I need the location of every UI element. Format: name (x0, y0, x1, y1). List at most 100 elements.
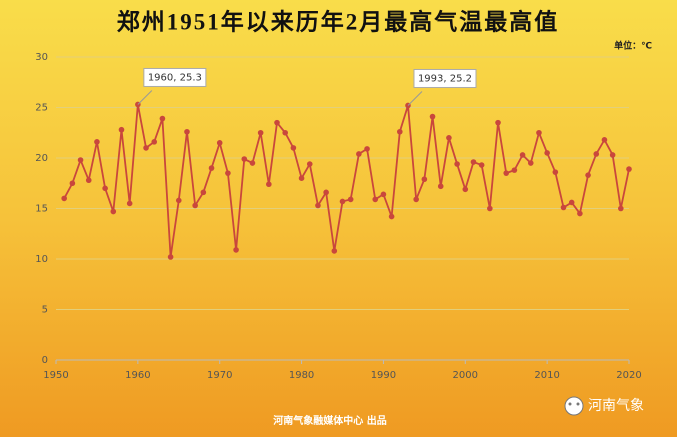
point (364, 146, 370, 152)
y-tick-label: 25 (35, 103, 48, 114)
point (446, 135, 452, 141)
point (478, 162, 485, 168)
series-line (63, 104, 630, 258)
x-tick-label: 1950 (43, 370, 68, 381)
point (266, 181, 272, 188)
x-tick-label: 1990 (371, 370, 396, 381)
annotation: 1993, 25.2 (407, 68, 477, 106)
point (126, 200, 133, 207)
point (577, 210, 583, 217)
logo-dot (576, 402, 580, 406)
point (429, 113, 436, 120)
annotation-box (143, 67, 207, 87)
point (225, 170, 231, 176)
point (585, 172, 591, 178)
point (372, 196, 379, 203)
point (560, 204, 567, 211)
point (397, 128, 403, 135)
point (519, 152, 526, 158)
y-tick-label: 20 (35, 153, 48, 164)
point (462, 186, 469, 193)
point (233, 247, 239, 253)
x-tick-label: 1960 (125, 370, 150, 381)
point (184, 128, 190, 135)
logo-dot (568, 402, 572, 406)
point (77, 157, 84, 163)
logo: 河南气象 (564, 396, 644, 416)
point (257, 129, 264, 136)
point (208, 165, 215, 171)
point (118, 126, 125, 133)
point (69, 180, 76, 187)
x-tick-label: 1980 (289, 370, 314, 381)
point (315, 202, 321, 209)
point (110, 208, 117, 215)
chart-title: 郑州1951年以来历年2月最高气温最高值 (117, 8, 560, 34)
y-tick-label: 15 (35, 204, 48, 215)
point (61, 195, 67, 202)
point (290, 145, 297, 151)
point (175, 197, 182, 204)
point (216, 140, 223, 146)
x-tick-label: 2020 (616, 370, 641, 381)
point (380, 191, 387, 198)
point (192, 202, 198, 209)
x-tick-label: 2010 (534, 370, 559, 381)
point (511, 167, 518, 173)
point (593, 151, 600, 157)
annotation: 1960, 25.3 (137, 67, 207, 105)
y-tick-label: 0 (42, 355, 48, 366)
point (356, 151, 362, 157)
logo-text: 河南气象 (588, 398, 644, 414)
point (388, 213, 395, 220)
point (249, 160, 256, 166)
point (94, 139, 100, 145)
point (609, 152, 616, 158)
annotation-label: 1960, 25.3 (148, 72, 202, 83)
point (151, 139, 158, 145)
annotation-box (413, 68, 477, 88)
point (495, 119, 501, 126)
point (347, 196, 354, 203)
point (503, 170, 510, 176)
point (143, 145, 149, 151)
point (331, 248, 338, 254)
point (323, 189, 329, 196)
unit-label: 单位：℃ (614, 40, 652, 52)
point (536, 129, 542, 136)
y-tick-label: 5 (42, 305, 48, 316)
annotation-label: 1993, 25.2 (418, 73, 472, 84)
point (421, 176, 428, 183)
point (200, 189, 207, 196)
point (470, 159, 477, 165)
point (282, 129, 289, 136)
footer: 河南气象融媒体中心 出品 (273, 414, 386, 427)
point (85, 177, 92, 184)
point (568, 199, 575, 206)
x-tick-label: 2000 (453, 370, 478, 381)
point (552, 169, 559, 175)
annotation-leader (407, 91, 423, 106)
point (159, 115, 166, 122)
y-tick-label: 30 (35, 52, 48, 63)
point (413, 196, 419, 203)
point (437, 183, 444, 190)
point (601, 137, 608, 143)
point (241, 156, 248, 162)
point (102, 185, 108, 192)
point (167, 254, 174, 260)
logo-icon (564, 396, 584, 416)
annotation-leader (137, 90, 153, 105)
point (306, 161, 313, 167)
point (339, 198, 346, 205)
y-tick-label: 10 (35, 254, 48, 265)
point (454, 161, 460, 167)
point (298, 175, 305, 181)
point (274, 119, 280, 126)
point (487, 205, 493, 212)
point (618, 205, 624, 212)
point (544, 150, 550, 156)
x-tick-label: 1970 (207, 370, 232, 381)
